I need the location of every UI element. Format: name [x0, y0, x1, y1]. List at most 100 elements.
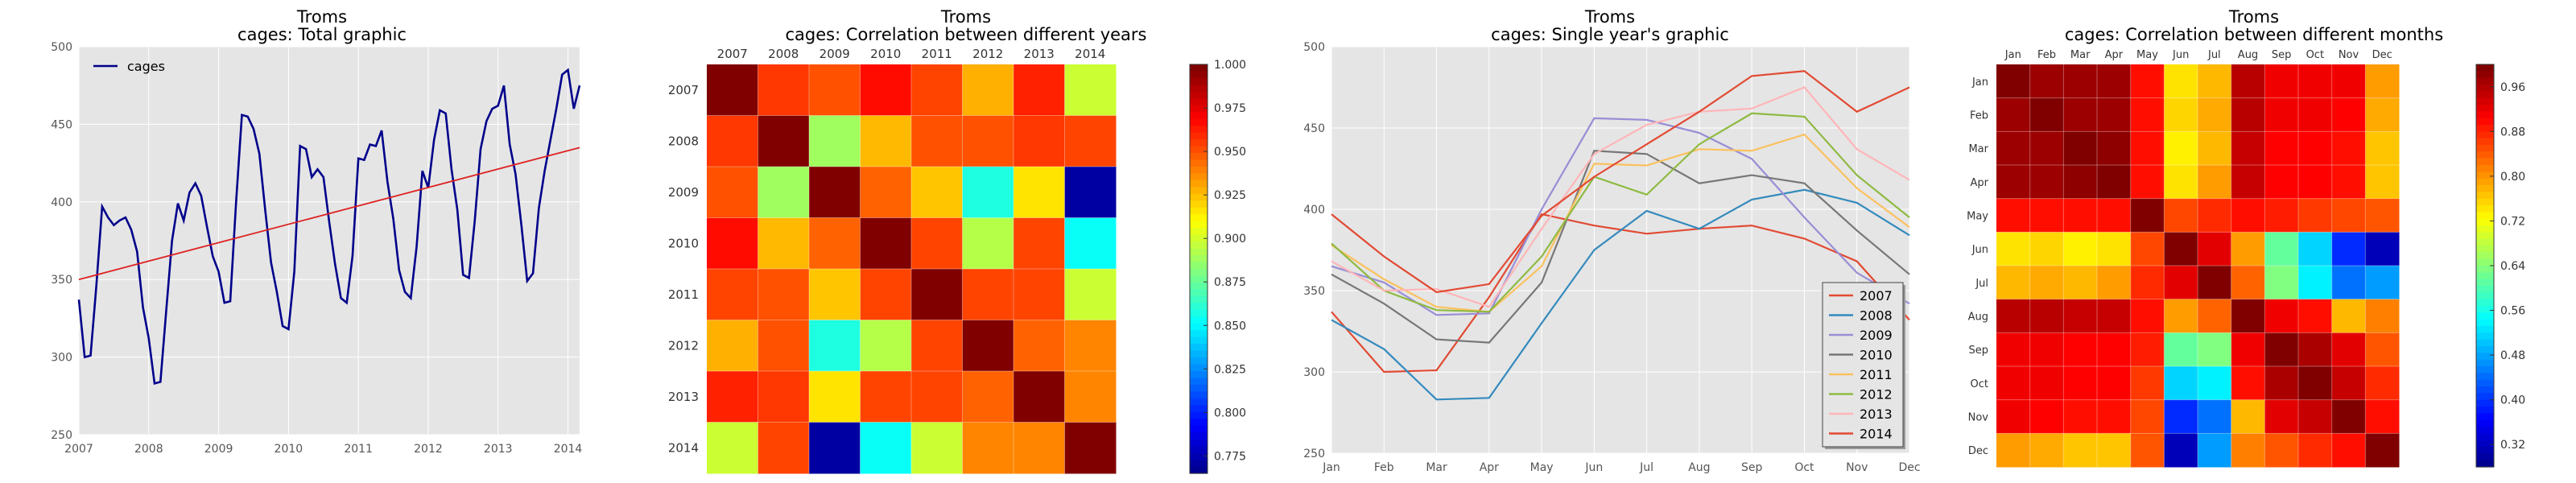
heatmap-cell — [2130, 165, 2165, 200]
heatmap-cell — [2097, 399, 2132, 434]
heatmap-cell — [2029, 131, 2064, 166]
heatmap-cell — [911, 269, 963, 320]
heatmap-cell — [2029, 299, 2064, 333]
colorbar-tick-label: 0.32 — [2500, 439, 2525, 452]
heatmap-cell — [809, 269, 861, 320]
heatmap-cell — [2164, 299, 2198, 333]
heatmap-cell — [2164, 399, 2198, 434]
colorbar-segment — [2476, 460, 2494, 468]
colorbar-segment — [1190, 187, 1208, 195]
heatmap-cell — [2130, 97, 2165, 132]
heatmap-cell — [2365, 97, 2400, 132]
heatmap-cell — [2063, 131, 2098, 166]
colorbar-segment — [1190, 446, 1208, 454]
colorbar-segment — [1190, 71, 1208, 79]
chart-subtitle: cages: Correlation between different yea… — [785, 25, 1147, 44]
heatmap-cell — [2298, 64, 2333, 99]
y-tick-label: Feb — [1970, 110, 1988, 122]
heatmap-cell — [1013, 115, 1065, 167]
y-tick-label: 350 — [1303, 285, 1325, 298]
heatmap-cell — [962, 167, 1014, 218]
heatmap-cell — [2130, 266, 2165, 300]
x-tick-label: 2008 — [134, 443, 163, 456]
colorbar-segment — [2476, 252, 2494, 260]
heatmap-cell — [2130, 64, 2165, 99]
heatmap-cell — [2298, 232, 2333, 266]
x-tick-label: Sep — [1741, 461, 1763, 474]
legend-label: 2012 — [1860, 387, 1893, 402]
heatmap-cell — [707, 115, 758, 167]
heatmap-cell — [2097, 165, 2132, 200]
heatmap-cell — [2063, 332, 2098, 367]
y-tick-label: 300 — [1303, 366, 1325, 379]
colorbar-segment — [2476, 447, 2494, 454]
heatmap-cell — [707, 167, 758, 218]
heatmap-cell — [2130, 232, 2165, 266]
y-tick-label: 2014 — [668, 440, 699, 455]
x-tick-label: Jan — [2004, 49, 2021, 61]
heatmap-cell — [758, 269, 810, 320]
x-tick-label: 2007 — [717, 47, 748, 61]
heatmap-cell — [758, 167, 810, 218]
colorbar-segment — [2476, 326, 2494, 333]
heatmap-cell — [2365, 232, 2400, 266]
colorbar-tick-label: 0.88 — [2500, 126, 2525, 138]
colorbar-tick-label: 0.56 — [2500, 305, 2525, 318]
heatmap-cell — [2331, 366, 2366, 401]
colorbar-segment — [2476, 319, 2494, 327]
series-line-2010 — [1331, 150, 1910, 344]
colorbar-segment — [2476, 419, 2494, 427]
colorbar-segment — [2476, 105, 2494, 112]
colorbar-segment — [1190, 466, 1208, 474]
colorbar-segment — [1190, 126, 1208, 134]
colorbar-segment — [2476, 165, 2494, 172]
legend-label: cages — [127, 59, 165, 74]
heatmap-cell — [2063, 299, 2098, 333]
colorbar-tick-label: 0.48 — [2500, 349, 2525, 362]
chart-title: Troms — [1584, 7, 1636, 27]
colorbar-segment — [2476, 158, 2494, 166]
colorbar-segment — [2476, 433, 2494, 441]
heatmap-cell — [2298, 165, 2333, 200]
heatmap-cell — [2029, 332, 2064, 367]
x-tick-label: Nov — [1846, 461, 1868, 474]
x-tick-label: 2012 — [972, 47, 1003, 61]
heatmap-cell — [2264, 366, 2299, 401]
colorbar-segment — [1190, 391, 1208, 399]
x-tick-label: Jun — [1584, 461, 1603, 474]
colorbar-segment — [1190, 146, 1208, 154]
heatmap-cell — [2331, 165, 2366, 200]
heatmap-cell — [2198, 198, 2232, 233]
y-tick-label: Jan — [1971, 76, 1988, 89]
colorbar-segment — [1190, 228, 1208, 236]
heatmap-cell — [2029, 399, 2064, 434]
colorbar-segment — [2476, 64, 2494, 72]
heatmap-cell — [2130, 366, 2165, 401]
heatmap-cell — [2198, 332, 2232, 367]
heatmap-cell — [707, 269, 758, 320]
colorbar-segment — [1190, 193, 1208, 201]
heatmap-cell — [758, 422, 810, 474]
colorbar-tick-label: 0.64 — [2500, 260, 2525, 273]
colorbar-segment — [1190, 378, 1208, 386]
colorbar-segment — [1190, 336, 1208, 345]
heatmap-cell — [2198, 64, 2232, 99]
x-tick-label: 2014 — [554, 443, 583, 456]
y-tick-label: 2010 — [668, 236, 699, 250]
colorbar-segment — [1190, 275, 1208, 283]
heatmap-cell — [860, 371, 912, 423]
heatmap-cell — [2331, 299, 2366, 333]
colorbar-segment — [2476, 272, 2494, 280]
heatmap-cell — [2231, 399, 2265, 434]
colorbar-segment — [1190, 262, 1208, 270]
heatmap-cell — [2264, 299, 2299, 333]
chart-subtitle: cages: Correlation between different mon… — [2064, 25, 2444, 44]
heatmap-cell — [860, 64, 912, 116]
x-tick-label: Apr — [2105, 49, 2124, 61]
colorbar-segment — [1190, 419, 1208, 427]
heatmap-cell — [2198, 433, 2232, 468]
heatmap-cell — [1996, 165, 2031, 200]
colorbar-tick-label: 0.875 — [1214, 276, 1246, 289]
colorbar-segment — [2476, 131, 2494, 139]
heatmap-cell — [1064, 371, 1117, 423]
